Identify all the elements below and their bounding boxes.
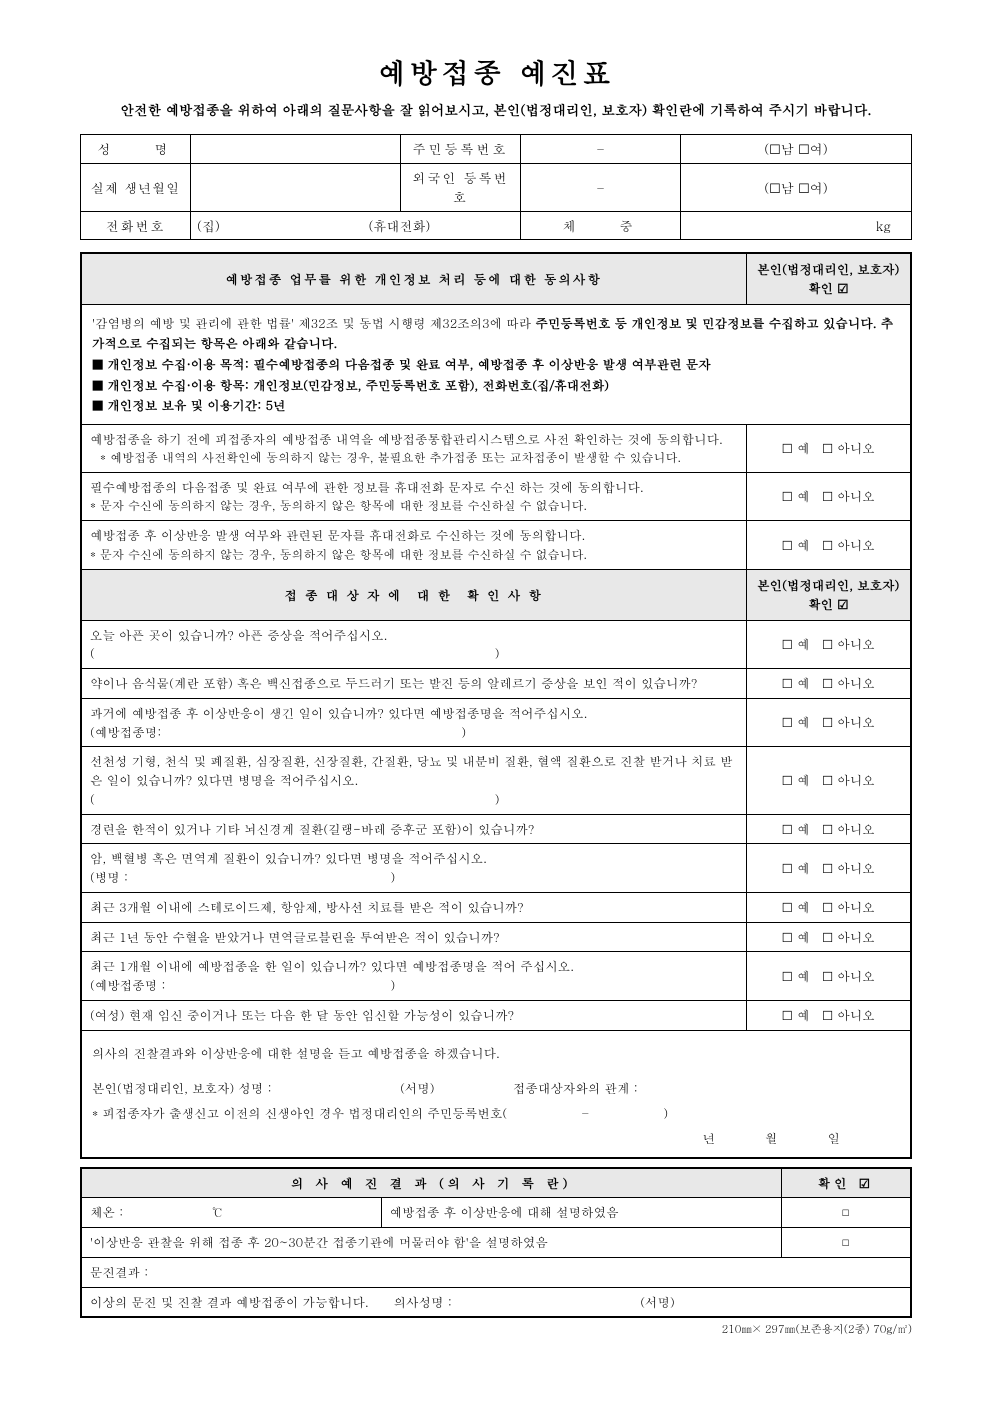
subject-q6-answer[interactable]: ☐ 예 ☐ 아니오 bbox=[746, 844, 911, 893]
consent-q3-answer[interactable]: ☐ 예 ☐ 아니오 bbox=[746, 521, 911, 570]
subject-q5: 경련을 한적이 있거나 기타 뇌신경계 질환(길랭-바레 증후군 포함)이 있습… bbox=[81, 814, 746, 844]
gender-options[interactable]: (☐남 ☐여) bbox=[681, 135, 912, 164]
subject-q8-answer[interactable]: ☐ 예 ☐ 아니오 bbox=[746, 922, 911, 952]
birth-field[interactable] bbox=[191, 163, 401, 211]
subject-q4-answer[interactable]: ☐ 예 ☐ 아니오 bbox=[746, 747, 911, 814]
birth-label: 실제 생년월일 bbox=[81, 163, 191, 211]
consent-q1-answer[interactable]: ☐ 예 ☐ 아니오 bbox=[746, 424, 911, 472]
frn-label: 외국인 등록번호 bbox=[401, 163, 521, 211]
rrn-label: 주민등록번호 bbox=[401, 135, 521, 164]
subject-q1: 오늘 아픈 곳이 있습니까? 아픈 증상을 적어주십시오.( ) bbox=[81, 620, 746, 669]
frn-field[interactable]: – bbox=[521, 163, 681, 211]
explained-reaction-check[interactable]: ☐ bbox=[781, 1198, 911, 1228]
explained-reaction: 예방접종 후 이상반응에 대해 설명하였음 bbox=[381, 1198, 781, 1228]
subject-section-header: 접 종 대 상 자 에 대 한 확 인 사 항 bbox=[81, 570, 746, 621]
main-form-table: 예방접종 업무를 위한 개인정보 처리 등에 대한 동의사항 본인(법정대리인,… bbox=[80, 252, 912, 1158]
subject-q9-answer[interactable]: ☐ 예 ☐ 아니오 bbox=[746, 952, 911, 1001]
doctor-header: 의 사 예 진 결 과 (의 사 기 록 란) bbox=[81, 1168, 781, 1198]
temperature-field[interactable]: 체온 : ℃ bbox=[81, 1198, 381, 1228]
form-title: 예방접종 예진표 bbox=[80, 50, 912, 92]
explained-observation: '이상반응 관찰을 위해 접종 후 20~30분간 접종기관에 머물러야 함'을… bbox=[81, 1228, 781, 1258]
consent-q1: 예방접종을 하기 전에 피접종자의 예방접종 내역을 예방접종통합관리시스템으로… bbox=[81, 424, 746, 472]
subject-q9: 최근 1개월 이내에 예방접종을 한 일이 있습니까? 있다면 예방접종명을 적… bbox=[81, 952, 746, 1001]
doctor-table: 의 사 예 진 결 과 (의 사 기 록 란) 확인 ☑ 체온 : ℃ 예방접종… bbox=[80, 1167, 912, 1319]
subject-q5-answer[interactable]: ☐ 예 ☐ 아니오 bbox=[746, 814, 911, 844]
weight-field[interactable]: kg bbox=[681, 211, 912, 240]
subject-q10-answer[interactable]: ☐ 예 ☐ 아니오 bbox=[746, 1000, 911, 1030]
doctor-signature[interactable]: 이상의 문진 및 진찰 결과 예방접종이 가능합니다. 의사성명 : (서명) bbox=[81, 1287, 911, 1317]
explained-observation-check[interactable]: ☐ bbox=[781, 1228, 911, 1258]
consent-q2: 필수예방접종의 다음접종 및 완료 여부에 관한 정보를 휴대전화 문자로 수신… bbox=[81, 472, 746, 521]
confirm-header-1: 본인(법정대리인, 보호자) 확인 ☑ bbox=[746, 253, 911, 304]
name-field[interactable] bbox=[191, 135, 401, 164]
consent-section-header: 예방접종 업무를 위한 개인정보 처리 등에 대한 동의사항 bbox=[81, 253, 746, 304]
consent-intro: '감염병의 예방 및 관리에 관한 법률' 제32조 및 동법 시행령 제32조… bbox=[81, 304, 911, 424]
interview-result[interactable]: 문진결과 : bbox=[81, 1257, 911, 1287]
form-subtitle: 안전한 예방접종을 위하여 아래의 질문사항을 잘 읽어보시고, 본인(법정대리… bbox=[80, 100, 912, 120]
gender-options-2[interactable]: (☐남 ☐여) bbox=[681, 163, 912, 211]
subject-q10: (여성) 현재 임신 중이거나 또는 다음 한 달 동안 임신할 가능성이 있습… bbox=[81, 1000, 746, 1030]
phone-label: 전화번호 bbox=[81, 211, 191, 240]
personal-info-table: 성 명 주민등록번호 – (☐남 ☐여) 실제 생년월일 외국인 등록번호 – … bbox=[80, 134, 912, 240]
confirm-header-2: 본인(법정대리인, 보호자) 확인 ☑ bbox=[746, 570, 911, 621]
subject-q8: 최근 1년 동안 수혈을 받았거나 면역글로블린을 투여받은 적이 있습니까? bbox=[81, 922, 746, 952]
subject-q4: 선천성 기형, 천식 및 폐질환, 심장질환, 신장질환, 간질환, 당뇨 및 … bbox=[81, 747, 746, 814]
subject-q3: 과거에 예방접종 후 이상반응이 생긴 일이 있습니까? 있다면 예방접종명을 … bbox=[81, 698, 746, 747]
subject-q7-answer[interactable]: ☐ 예 ☐ 아니오 bbox=[746, 892, 911, 922]
paper-spec: 210㎜× 297㎜(보존용지(2종) 70g/㎡) bbox=[80, 1322, 912, 1339]
consent-q2-answer[interactable]: ☐ 예 ☐ 아니오 bbox=[746, 472, 911, 521]
rrn-field[interactable]: – bbox=[521, 135, 681, 164]
signature-block[interactable]: 의사의 진찰결과와 이상반응에 대한 설명을 듣고 예방접종을 하겠습니다. 본… bbox=[81, 1030, 911, 1158]
weight-label: 체 중 bbox=[521, 211, 681, 240]
doctor-confirm-header: 확인 ☑ bbox=[781, 1168, 911, 1198]
subject-q2: 약이나 음식물(계란 포함) 혹은 백신접종으로 두드러기 또는 발진 등의 알… bbox=[81, 669, 746, 699]
subject-q1-answer[interactable]: ☐ 예 ☐ 아니오 bbox=[746, 620, 911, 669]
consent-q3: 예방접종 후 이상반응 발생 여부와 관련된 문자를 휴대전화로 수신하는 것에… bbox=[81, 521, 746, 570]
subject-q2-answer[interactable]: ☐ 예 ☐ 아니오 bbox=[746, 669, 911, 699]
subject-q3-answer[interactable]: ☐ 예 ☐ 아니오 bbox=[746, 698, 911, 747]
phone-field[interactable]: (집) (휴대전화) bbox=[191, 211, 521, 240]
subject-q7: 최근 3개월 이내에 스테로이드제, 항암제, 방사선 치료를 받은 적이 있습… bbox=[81, 892, 746, 922]
name-label: 성 명 bbox=[81, 135, 191, 164]
subject-q6: 암, 백혈병 혹은 면역계 질환이 있습니까? 있다면 병명을 적어주십시오.(… bbox=[81, 844, 746, 893]
